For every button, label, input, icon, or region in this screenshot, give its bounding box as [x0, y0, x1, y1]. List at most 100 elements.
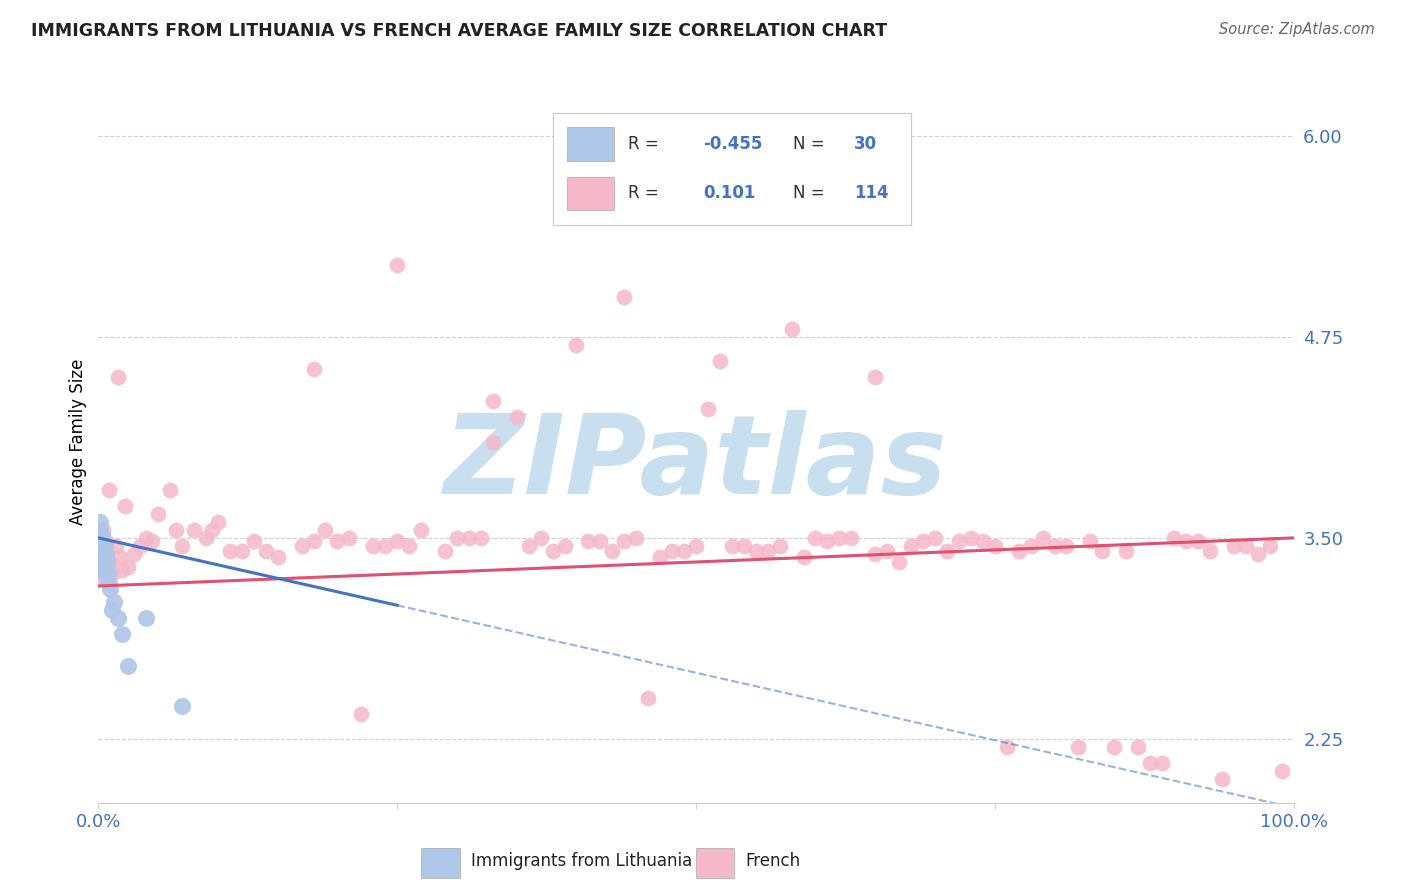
Point — [1067, 739, 1090, 754]
Point — [93, 543, 115, 558]
Point — [90, 566, 112, 581]
Point — [984, 539, 1007, 553]
Point — [1032, 531, 1054, 545]
Point — [685, 539, 707, 553]
Point — [148, 507, 170, 521]
Point — [183, 523, 205, 537]
Point — [101, 566, 124, 581]
Point — [111, 563, 134, 577]
Point — [661, 543, 683, 558]
Point — [578, 534, 600, 549]
Point — [107, 611, 129, 625]
Point — [385, 534, 409, 549]
Point — [98, 483, 121, 497]
Point — [91, 563, 114, 577]
Text: IMMIGRANTS FROM LITHUANIA VS FRENCH AVERAGE FAMILY SIZE CORRELATION CHART: IMMIGRANTS FROM LITHUANIA VS FRENCH AVER… — [31, 22, 887, 40]
Point — [900, 539, 922, 553]
Y-axis label: Average Family Size: Average Family Size — [69, 359, 87, 524]
Point — [995, 739, 1018, 754]
Point — [87, 539, 110, 553]
Point — [91, 571, 114, 585]
Point — [936, 543, 959, 558]
Point — [1080, 534, 1102, 549]
Point — [107, 370, 129, 384]
Point — [780, 322, 803, 336]
Point — [90, 527, 112, 541]
Point — [219, 543, 242, 558]
Point — [89, 531, 111, 545]
Point — [1223, 539, 1246, 553]
Point — [817, 534, 839, 549]
Point — [165, 523, 187, 537]
Point — [530, 531, 553, 545]
Point — [697, 402, 720, 417]
Point — [721, 539, 744, 553]
Point — [602, 543, 624, 558]
Point — [93, 550, 115, 565]
Point — [613, 290, 636, 304]
Point — [960, 531, 983, 545]
Point — [97, 566, 120, 581]
Point — [948, 534, 970, 549]
Point — [1104, 739, 1126, 754]
Point — [100, 603, 122, 617]
Point — [254, 543, 277, 558]
Point — [1043, 539, 1066, 553]
Point — [745, 543, 768, 558]
Point — [626, 531, 648, 545]
Text: ZIPatlas: ZIPatlas — [444, 409, 948, 516]
Point — [924, 531, 946, 545]
Point — [91, 555, 114, 569]
Point — [1056, 539, 1078, 553]
Point — [124, 547, 146, 561]
Point — [135, 531, 157, 545]
Point — [804, 531, 827, 545]
Point — [434, 543, 457, 558]
Point — [756, 543, 779, 558]
Point — [201, 523, 224, 537]
Point — [673, 543, 696, 558]
Point — [1139, 756, 1161, 770]
Point — [733, 539, 755, 553]
Point — [302, 534, 325, 549]
Point — [98, 555, 122, 569]
Point — [90, 563, 112, 577]
Point — [315, 523, 337, 537]
Point — [172, 699, 194, 714]
Point — [108, 550, 131, 565]
Point — [841, 531, 863, 545]
Point — [105, 539, 128, 553]
Point — [709, 354, 731, 368]
Point — [117, 559, 139, 574]
Point — [97, 563, 120, 577]
Point — [339, 531, 361, 545]
Point — [613, 534, 636, 549]
Point — [865, 370, 887, 384]
Point — [1163, 531, 1185, 545]
Point — [446, 531, 468, 545]
Point — [96, 547, 118, 561]
Point — [89, 563, 111, 577]
Point — [94, 539, 117, 553]
Point — [302, 362, 325, 376]
Point — [506, 410, 529, 425]
Point — [117, 659, 139, 673]
Point — [91, 541, 114, 555]
Point — [1187, 534, 1209, 549]
Point — [637, 691, 659, 706]
Point — [554, 539, 576, 553]
Point — [90, 550, 112, 565]
Point — [1258, 539, 1281, 553]
Point — [350, 707, 373, 722]
Point — [769, 539, 792, 553]
Point — [889, 555, 911, 569]
Point — [385, 258, 409, 272]
Point — [89, 515, 111, 529]
Point — [517, 539, 540, 553]
Point — [96, 550, 118, 565]
Point — [111, 627, 134, 641]
Point — [541, 543, 564, 558]
Point — [93, 559, 115, 574]
Point — [793, 550, 815, 565]
Point — [482, 434, 505, 449]
